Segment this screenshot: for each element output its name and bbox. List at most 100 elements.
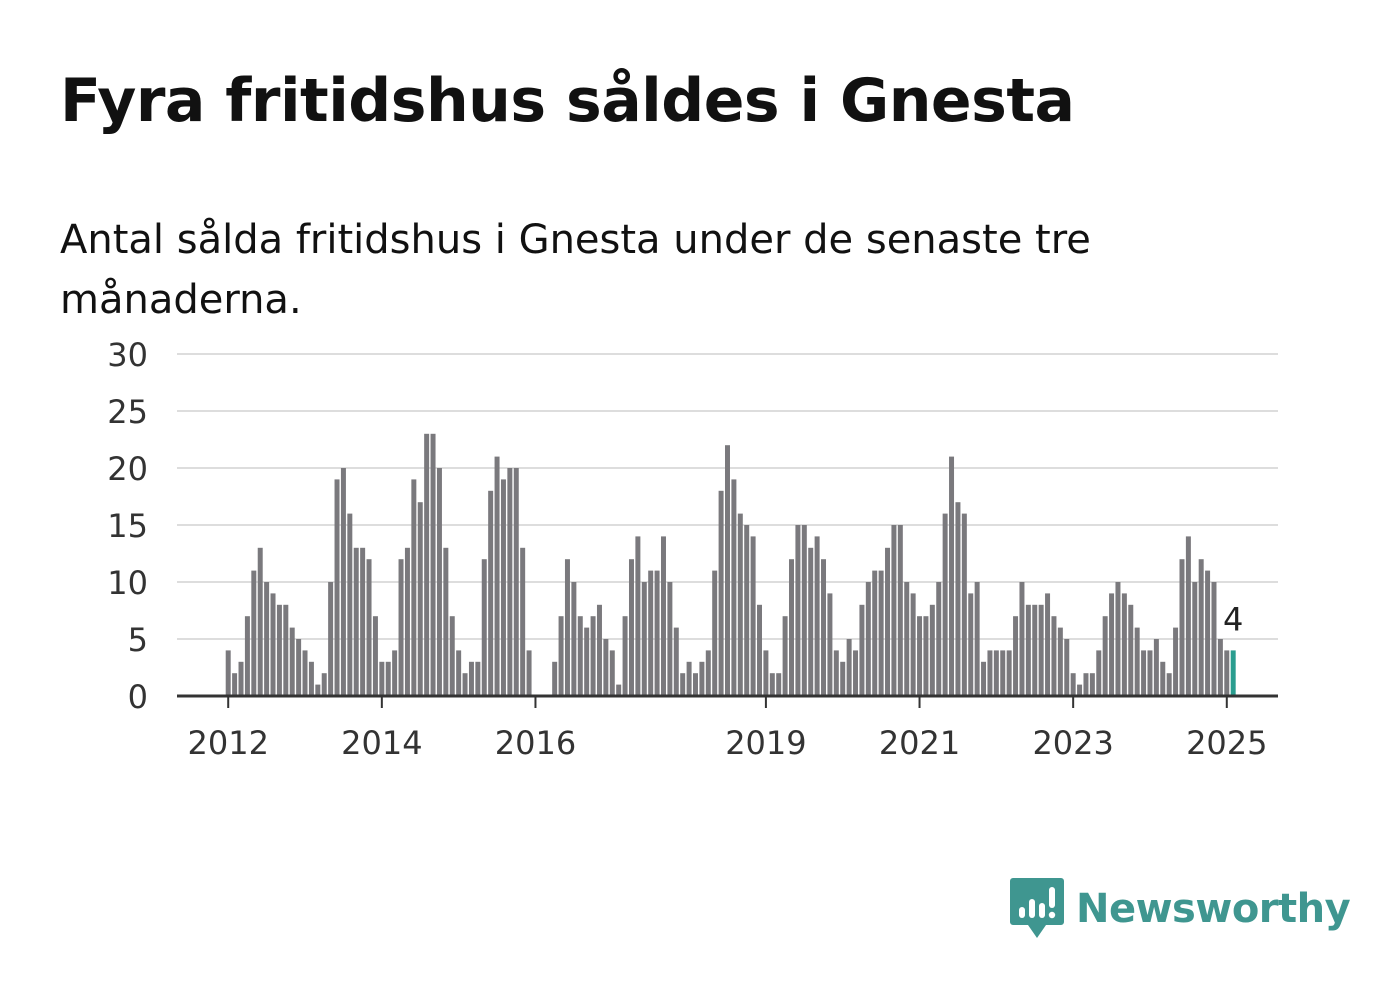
bar [468, 661, 474, 696]
bar [366, 559, 372, 696]
bar [411, 479, 417, 696]
bar [424, 433, 430, 696]
bar [699, 661, 705, 696]
bar [1102, 616, 1108, 696]
x-axis-labels: 2012 2014 2016 2019 2021 2023 2025 [187, 724, 1267, 762]
bar [238, 661, 244, 696]
bar [1147, 650, 1153, 696]
bar [1013, 616, 1019, 696]
bar [1224, 650, 1230, 696]
bar [392, 650, 398, 696]
bar [385, 661, 391, 696]
bar [712, 570, 718, 696]
bar [296, 639, 302, 696]
bar [436, 468, 442, 696]
x-tick-label: 2012 [187, 724, 268, 762]
bar [481, 559, 487, 696]
bar [846, 639, 852, 696]
y-tick-label: 5 [128, 621, 148, 659]
bar [526, 650, 532, 696]
bar [789, 559, 795, 696]
highlight-value-label: 4 [1223, 600, 1243, 638]
bar [987, 650, 993, 696]
bar [1121, 593, 1127, 696]
bar [686, 661, 692, 696]
bar [500, 479, 506, 696]
bar [360, 547, 366, 696]
x-axis [177, 694, 1278, 708]
bar [1153, 639, 1159, 696]
bar [910, 593, 916, 696]
annotations: 4 [1223, 600, 1243, 638]
bar [417, 502, 423, 696]
chart-subtitle: Antal sålda fritidshus i Gnesta under de… [60, 217, 1091, 323]
bar [814, 536, 820, 696]
y-tick-label: 0 [128, 678, 148, 716]
bar [667, 582, 673, 696]
bar [968, 593, 974, 696]
bar [1192, 582, 1198, 696]
bar [974, 582, 980, 696]
bar [673, 627, 679, 696]
bar [558, 616, 564, 696]
bar [609, 650, 615, 696]
bar [628, 559, 634, 696]
bar [936, 582, 942, 696]
bar [680, 673, 686, 696]
bar [232, 673, 238, 696]
bar [782, 616, 788, 696]
bar [1083, 673, 1089, 696]
bar [251, 570, 257, 696]
bar [744, 525, 750, 696]
bar [603, 639, 609, 696]
bar [430, 433, 436, 696]
bar [872, 570, 878, 696]
bar [1045, 593, 1051, 696]
bar [552, 661, 558, 696]
bar [693, 673, 698, 696]
bar [225, 650, 231, 696]
bar [1070, 673, 1076, 696]
bar [270, 593, 276, 696]
bar [315, 684, 321, 696]
bar [328, 582, 334, 696]
highlighted-bar [1230, 650, 1236, 696]
bar [244, 616, 250, 696]
x-tick-label: 2014 [341, 724, 422, 762]
bar [379, 661, 385, 696]
bar [923, 616, 929, 696]
bar [1089, 673, 1095, 696]
bar [494, 456, 500, 696]
brand-logo: Newsworthy [1010, 878, 1351, 940]
bar [1185, 536, 1191, 696]
bar [1115, 582, 1121, 696]
bar [456, 650, 462, 696]
bar [859, 604, 865, 696]
y-tick-label: 25 [107, 393, 148, 431]
bar [1038, 604, 1044, 696]
bar [1077, 684, 1083, 696]
bar [853, 650, 859, 696]
bar [404, 547, 410, 696]
bar [577, 616, 583, 696]
bar [347, 513, 353, 696]
bar [283, 604, 289, 696]
bar [660, 536, 666, 696]
bar [808, 547, 814, 696]
bar [635, 536, 641, 696]
bar [993, 650, 999, 696]
bar [590, 616, 596, 696]
bar [1025, 604, 1031, 696]
x-tick-label: 2023 [1032, 724, 1113, 762]
x-tick-label: 2021 [879, 724, 960, 762]
bar [1109, 593, 1115, 696]
bar [1205, 570, 1211, 696]
y-tick-label: 20 [107, 450, 148, 488]
y-tick-label: 30 [107, 336, 148, 374]
bar [1057, 627, 1063, 696]
brand-name: Newsworthy [1076, 886, 1351, 932]
bar [961, 513, 967, 696]
bar [462, 673, 468, 696]
bar [750, 536, 756, 696]
bar [308, 661, 314, 696]
